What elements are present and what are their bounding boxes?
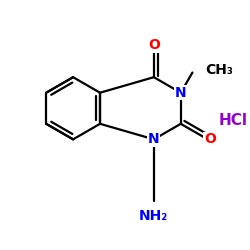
Text: N: N	[175, 86, 186, 100]
Text: HCl: HCl	[219, 113, 248, 128]
Text: NH₂: NH₂	[139, 209, 168, 223]
Text: O: O	[148, 38, 160, 52]
Text: O: O	[204, 132, 216, 146]
Text: CH₃: CH₃	[206, 63, 234, 77]
Text: N: N	[148, 132, 160, 146]
